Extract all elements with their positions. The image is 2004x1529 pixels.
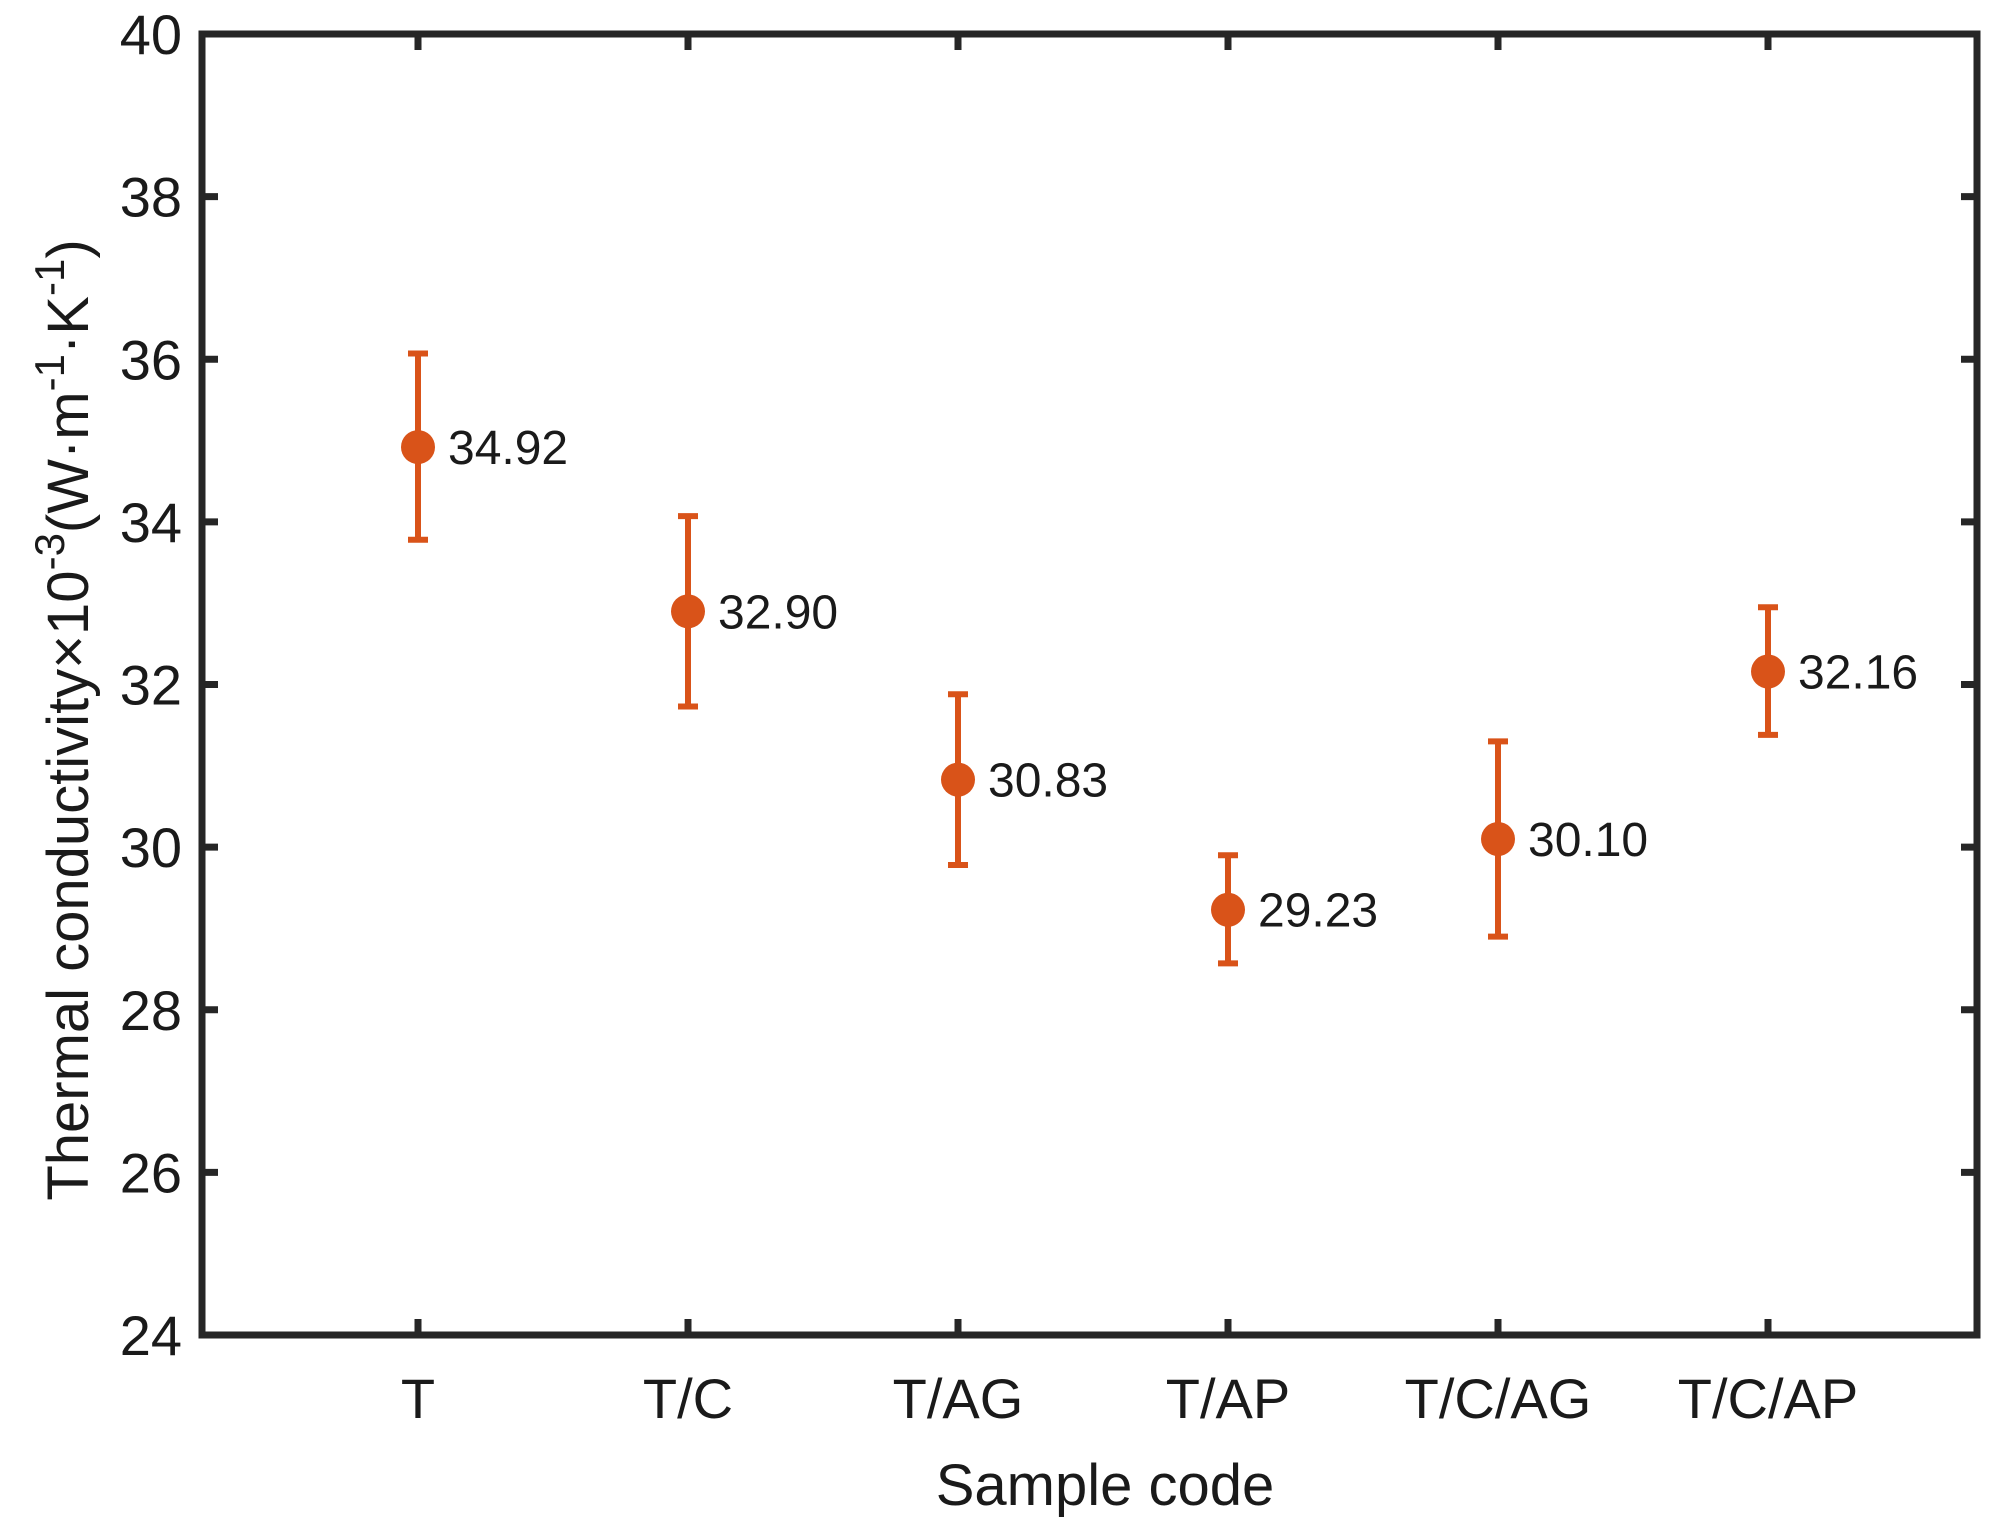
y-tick-label: 30 [120, 816, 182, 879]
axes: 24 26 28 30 32 34 36 38 40 T T/C T/AG T/AP T/C/AG T/C/… [120, 3, 1981, 1430]
y-axis-label-unit-open: (W·m [36, 391, 101, 533]
data-label: 32.16 [1798, 646, 1918, 699]
data-label: 30.83 [988, 755, 1108, 808]
data-point [1211, 892, 1245, 927]
x-tick-label: T/C/AG [1405, 1367, 1592, 1430]
y-tick-label: 36 [120, 328, 182, 391]
x-tick-label: T/AP [1166, 1367, 1290, 1430]
y-axis-label-exp: -3 [26, 533, 73, 570]
y-tick-label: 28 [120, 979, 182, 1042]
y-axis-label-unit-exp1: -1 [26, 354, 73, 391]
x-tick-label: T/AG [893, 1367, 1024, 1430]
y-tick-label: 32 [120, 654, 182, 717]
y-axis-label-unit-exp2: -1 [26, 259, 73, 296]
plot-area: 34.92 32.90 30.83 29.23 30.10 32.16 [401, 350, 1918, 967]
data-point [1481, 821, 1515, 856]
data-point [941, 762, 975, 797]
data-label: 34.92 [448, 422, 568, 475]
plot-frame [198, 30, 1981, 1339]
x-axis-label: Sample code [936, 1453, 1275, 1518]
y-tick-label: 38 [120, 166, 182, 229]
y-tick-label: 26 [120, 1141, 182, 1204]
x-tick-label: T/C [643, 1367, 733, 1430]
data-point [1751, 654, 1785, 689]
y-axis-label-main: Thermal conductivity×10 [36, 570, 101, 1200]
data-label: 29.23 [1258, 885, 1378, 938]
y-axis-label-unit-mid: ·K [36, 296, 101, 354]
y-axis-label-unit-close: ) [36, 239, 101, 258]
data-label: 30.10 [1528, 814, 1648, 867]
y-tick-label: 24 [120, 1304, 182, 1367]
y-tick-label: 34 [120, 491, 182, 554]
y-tick-label: 40 [120, 3, 182, 66]
data-point [401, 430, 435, 465]
data-point [671, 594, 705, 629]
data-label: 32.90 [718, 586, 838, 639]
x-tick-label: T/C/AP [1678, 1367, 1858, 1430]
x-tick-label: T [401, 1367, 435, 1430]
y-axis-label: Thermal conductivity×10-3(W·m-1·K-1) [26, 239, 101, 1200]
